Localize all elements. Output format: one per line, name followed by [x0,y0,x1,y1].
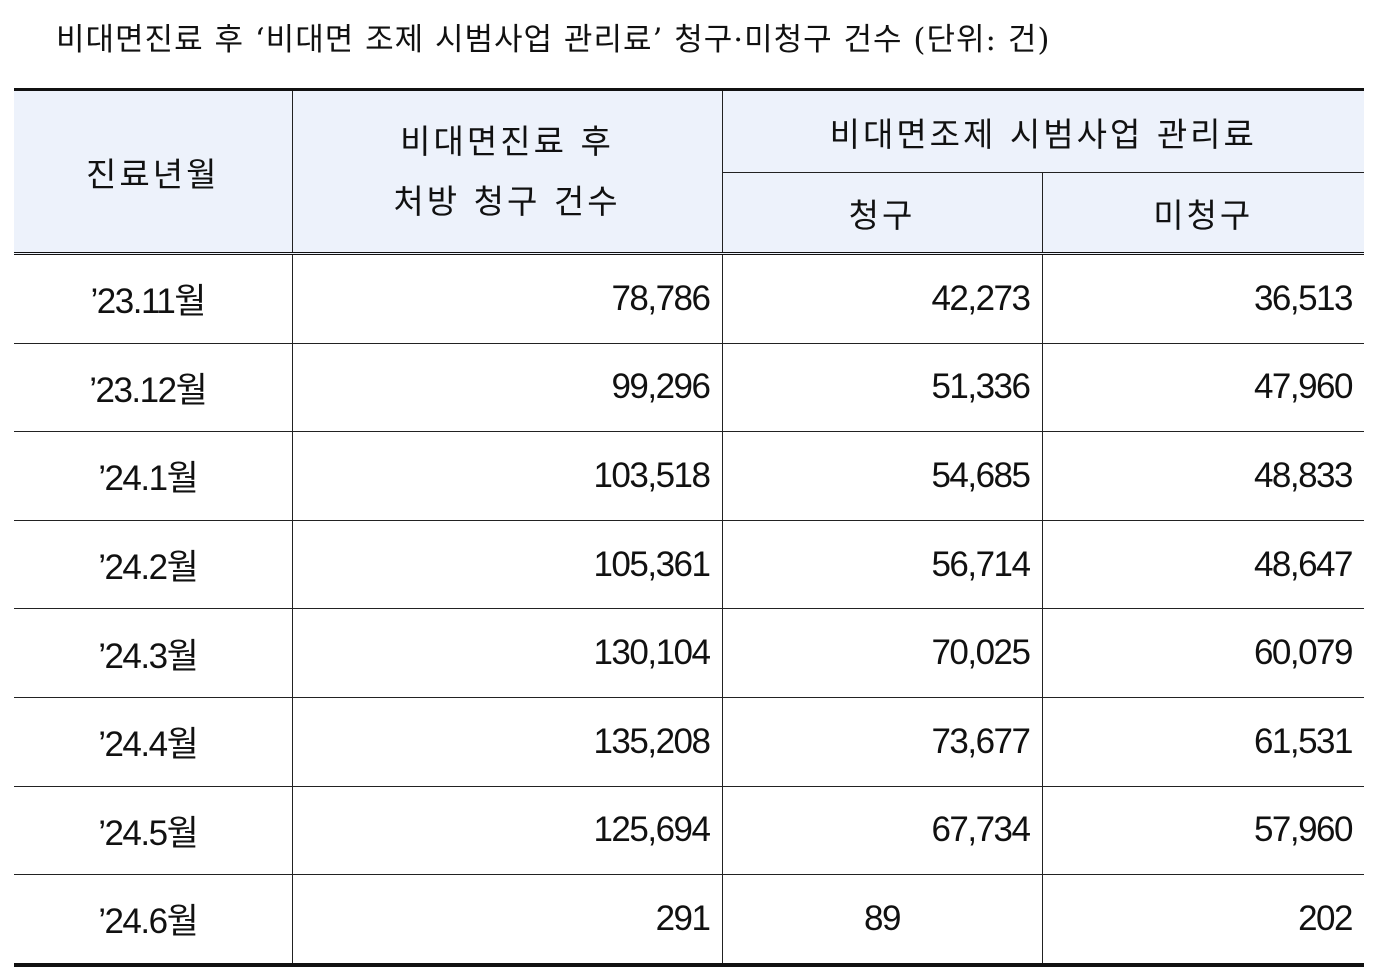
cell-unclaimed: 60,079 [1041,608,1364,698]
table-row: ’23.11월 78,786 42,273 36,513 [14,253,1364,344]
header-total-prescriptions: 비대면진료 후 처방 청구 건수 [291,88,723,255]
cell-unclaimed: 57,960 [1041,785,1364,876]
cell-claimed: 51,336 [721,342,1043,433]
cell-claimed: 73,677 [721,696,1043,787]
cell-claimed: 54,685 [721,431,1043,521]
header-month: 진료년월 [14,88,293,255]
cell-total: 130,104 [291,608,723,698]
cell-month: ’23.12월 [14,342,293,433]
table-row: ’24.2월 105,361 56,714 48,647 [14,519,1364,610]
table-row: ’24.1월 103,518 54,685 48,833 [14,431,1364,521]
claims-table: 진료년월 비대면진료 후 처방 청구 건수 비대면조제 시범사업 관리료 청구 … [14,88,1364,967]
table-header: 진료년월 비대면진료 후 처방 청구 건수 비대면조제 시범사업 관리료 청구 … [14,88,1364,255]
cell-total: 103,518 [291,431,723,521]
cell-unclaimed: 36,513 [1041,253,1364,344]
cell-claimed: 67,734 [721,785,1043,876]
cell-total: 125,694 [291,785,723,876]
cell-claimed: 89 [721,874,1043,967]
cell-month: ’24.1월 [14,431,293,521]
cell-total: 78,786 [291,253,723,344]
cell-unclaimed: 202 [1041,874,1364,967]
cell-unclaimed: 48,833 [1041,431,1364,521]
cell-month: ’24.6월 [14,874,293,967]
cell-total: 105,361 [291,519,723,610]
cell-claimed: 56,714 [721,519,1043,610]
table-row: ’24.4월 135,208 73,677 61,531 [14,696,1364,787]
cell-month: ’24.2월 [14,519,293,610]
cell-claimed: 70,025 [721,608,1043,698]
table-body: ’23.11월 78,786 42,273 36,513 ’23.12월 99,… [14,253,1364,967]
cell-total: 291 [291,874,723,967]
table-row: ’23.12월 99,296 51,336 47,960 [14,342,1364,433]
header-total-line1: 비대면진료 후 [400,121,614,161]
cell-month: ’24.5월 [14,785,293,876]
header-claimed: 청구 [722,172,1043,255]
cell-unclaimed: 61,531 [1041,696,1364,787]
cell-total: 135,208 [291,696,723,787]
cell-month: ’23.11월 [14,253,293,344]
cell-total: 99,296 [291,342,723,433]
cell-month: ’24.3월 [14,608,293,698]
header-unclaimed: 미청구 [1041,172,1364,255]
table-row: ’24.3월 130,104 70,025 60,079 [14,608,1364,698]
cell-unclaimed: 48,647 [1041,519,1364,610]
header-total-line2: 처방 청구 건수 [393,181,621,221]
table-title: 비대면진료 후 ‘비대면 조제 시범사업 관리료’ 청구·미청구 건수 (단위:… [56,22,1051,58]
cell-unclaimed: 47,960 [1041,342,1364,433]
cell-month: ’24.4월 [14,696,293,787]
table-row: ’24.6월 291 89 202 [14,874,1364,967]
cell-claimed: 42,273 [721,253,1043,344]
header-management-fee-group: 비대면조제 시범사업 관리료 [721,88,1364,173]
table-row: ’24.5월 125,694 67,734 57,960 [14,785,1364,876]
